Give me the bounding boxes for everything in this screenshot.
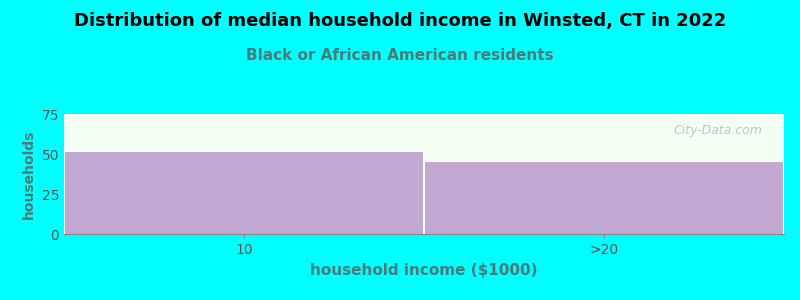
Text: Black or African American residents: Black or African American residents (246, 48, 554, 63)
Text: Distribution of median household income in Winsted, CT in 2022: Distribution of median household income … (74, 12, 726, 30)
Bar (425, 162, 783, 234)
Bar (65, 152, 423, 234)
X-axis label: household income ($1000): household income ($1000) (310, 262, 538, 278)
Text: City-Data.com: City-Data.com (674, 124, 762, 136)
Y-axis label: households: households (22, 129, 36, 219)
